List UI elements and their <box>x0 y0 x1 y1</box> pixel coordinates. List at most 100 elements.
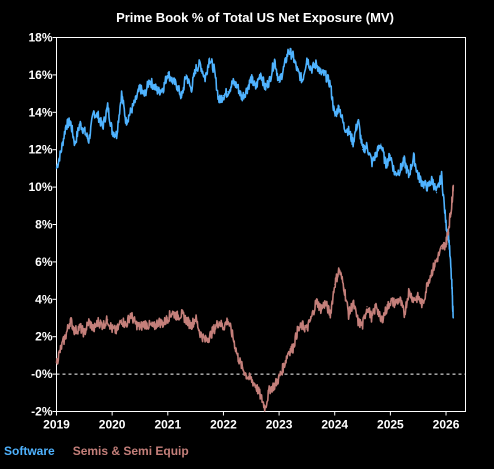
data-point <box>250 78 252 80</box>
data-point <box>296 70 299 72</box>
data-point <box>157 321 159 323</box>
data-point <box>452 184 454 186</box>
data-point <box>352 302 354 304</box>
x-axis: 2019 2020 2021 2022 2023 2024 2025 2026 <box>43 411 460 432</box>
data-point <box>380 321 382 323</box>
data-point <box>366 306 368 308</box>
data-point <box>195 68 197 70</box>
data-point <box>129 111 132 113</box>
data-point <box>129 313 132 315</box>
x-tick-label: 2019 <box>43 418 70 432</box>
data-point <box>422 182 424 184</box>
data-point <box>83 130 85 132</box>
data-point <box>306 328 308 330</box>
data-point <box>167 72 169 74</box>
data-point <box>452 317 454 319</box>
data-point <box>181 96 183 98</box>
data-point <box>450 205 453 207</box>
data-point <box>121 93 123 95</box>
data-point <box>389 154 391 156</box>
data-point <box>431 179 433 181</box>
x-tick-label: 2025 <box>377 418 404 432</box>
data-point <box>107 106 109 108</box>
y-tick-label: 12% <box>28 143 52 157</box>
data-point <box>88 139 90 141</box>
data-point <box>445 242 447 244</box>
x-tick-label: 2023 <box>266 418 293 432</box>
data-point <box>334 115 336 117</box>
y-tick-label: -0% <box>31 367 53 381</box>
data-point <box>315 63 317 65</box>
data-point <box>208 57 211 59</box>
series-group <box>55 47 455 412</box>
data-point <box>431 270 433 272</box>
y-tick-label: 14% <box>28 105 52 119</box>
data-point <box>278 81 280 83</box>
data-point <box>427 281 429 284</box>
data-point <box>361 149 364 151</box>
data-point <box>102 126 104 128</box>
data-point <box>83 332 85 334</box>
data-point <box>213 68 215 70</box>
data-point <box>357 119 359 121</box>
data-point <box>287 49 290 52</box>
data-point <box>232 336 234 338</box>
data-point <box>218 100 220 102</box>
data-point <box>74 330 76 332</box>
data-point <box>74 143 76 145</box>
data-point <box>380 143 382 145</box>
x-tick-label: 2026 <box>433 418 460 432</box>
data-point <box>282 366 285 368</box>
data-point <box>69 121 72 123</box>
data-point <box>153 85 155 87</box>
x-tick-label: 2020 <box>99 418 126 432</box>
data-point <box>60 150 62 153</box>
x-tick-label: 2024 <box>321 418 348 432</box>
data-point <box>329 313 331 315</box>
data-point <box>176 85 178 87</box>
data-point <box>227 91 229 93</box>
data-point <box>222 94 225 97</box>
data-point <box>348 313 350 315</box>
data-point <box>139 87 141 89</box>
data-point <box>394 173 396 175</box>
data-point <box>403 313 405 315</box>
data-point <box>241 366 243 368</box>
data-point <box>324 302 326 304</box>
y-axis: -2% -0% 2% 4% 6% 8% 10% 12% 14% 16% 18% <box>28 31 57 419</box>
data-point <box>435 192 438 194</box>
data-point <box>79 326 81 328</box>
data-point <box>157 91 159 93</box>
data-point <box>232 81 234 83</box>
y-tick-label: 8% <box>35 218 53 232</box>
data-point <box>399 169 401 171</box>
legend: Software Semis & Semi Equip <box>4 444 189 458</box>
data-point <box>213 328 215 330</box>
data-point <box>115 330 118 332</box>
data-point <box>338 268 340 270</box>
y-tick-label: -2% <box>31 405 53 419</box>
data-point <box>143 94 146 97</box>
data-point <box>371 162 373 164</box>
data-point <box>97 115 99 117</box>
data-point <box>241 96 243 98</box>
data-point <box>88 321 90 323</box>
data-point <box>422 304 424 306</box>
data-point <box>264 407 266 409</box>
series-line-software <box>55 47 455 319</box>
data-point <box>427 186 429 188</box>
data-point <box>352 141 354 143</box>
data-point <box>375 304 378 306</box>
data-point <box>278 377 280 379</box>
data-point <box>60 347 62 349</box>
data-point <box>440 175 443 177</box>
data-point <box>357 321 359 323</box>
data-point <box>399 298 401 300</box>
data-point <box>218 321 220 323</box>
data-point <box>274 384 276 386</box>
data-point <box>204 339 206 342</box>
data-point <box>69 319 72 321</box>
legend-entry-software: Software <box>4 444 55 458</box>
data-point <box>102 324 104 327</box>
data-point <box>408 175 410 177</box>
